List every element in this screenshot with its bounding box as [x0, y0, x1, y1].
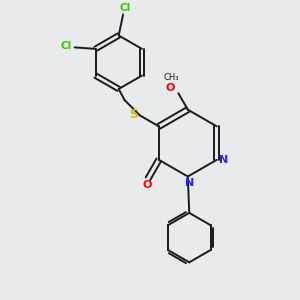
Text: N: N [184, 178, 194, 188]
Text: N: N [218, 155, 228, 165]
Text: Cl: Cl [120, 3, 131, 13]
Text: O: O [166, 83, 175, 93]
Text: Cl: Cl [61, 41, 72, 51]
Text: CH₃: CH₃ [163, 73, 179, 82]
Text: S: S [129, 107, 138, 121]
Text: O: O [143, 180, 152, 190]
